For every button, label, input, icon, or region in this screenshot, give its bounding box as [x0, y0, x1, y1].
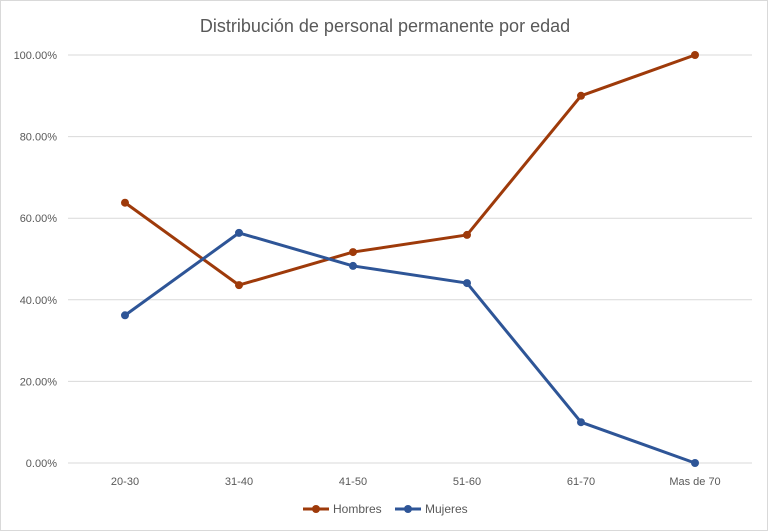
x-tick-label: 31-40 [225, 476, 253, 488]
data-point-hombres [463, 230, 471, 239]
x-tick-label: 61-70 [567, 476, 595, 488]
x-axis-ticks: 20-30 31-40 41-50 51-60 61-70 Mas de 70 [111, 476, 721, 488]
series-group [121, 51, 699, 467]
x-tick-label: 41-50 [339, 476, 367, 488]
y-tick-label: 40.00% [20, 295, 58, 307]
x-tick-label: 20-30 [111, 476, 139, 488]
y-tick-label: 80.00% [20, 132, 58, 144]
data-point-hombres [235, 281, 243, 290]
y-tick-label: 60.00% [20, 213, 58, 225]
legend: Hombres Mujeres [303, 502, 468, 516]
chart-title: Distribución de personal permanente por … [200, 16, 570, 36]
data-point-hombres [349, 248, 357, 257]
series-line-mujeres [123, 231, 697, 465]
y-tick-label: 100.00% [14, 50, 58, 62]
legend-marker-mujeres [404, 505, 412, 513]
legend-label-mujeres: Mujeres [425, 502, 468, 516]
gridlines [68, 54, 752, 464]
x-tick-label: 51-60 [453, 476, 481, 488]
data-point-hombres [577, 91, 585, 100]
data-point-mujeres [691, 459, 699, 467]
x-tick-label: Mas de 70 [669, 476, 720, 488]
y-tick-label: 20.00% [20, 376, 58, 388]
data-point-hombres [691, 51, 699, 59]
series-line-hombres [123, 53, 697, 287]
y-axis-ticks: 0.00% 20.00% 40.00% 60.00% 80.00% 100.00% [14, 50, 58, 470]
data-point-mujeres [121, 311, 129, 320]
y-tick-label: 0.00% [26, 458, 57, 470]
data-point-hombres [121, 198, 129, 207]
data-point-mujeres [463, 279, 471, 288]
legend-marker-hombres [312, 505, 320, 513]
legend-label-hombres: Hombres [333, 502, 382, 516]
data-point-mujeres [235, 228, 243, 237]
data-point-mujeres [577, 418, 585, 427]
data-point-mujeres [349, 261, 357, 270]
